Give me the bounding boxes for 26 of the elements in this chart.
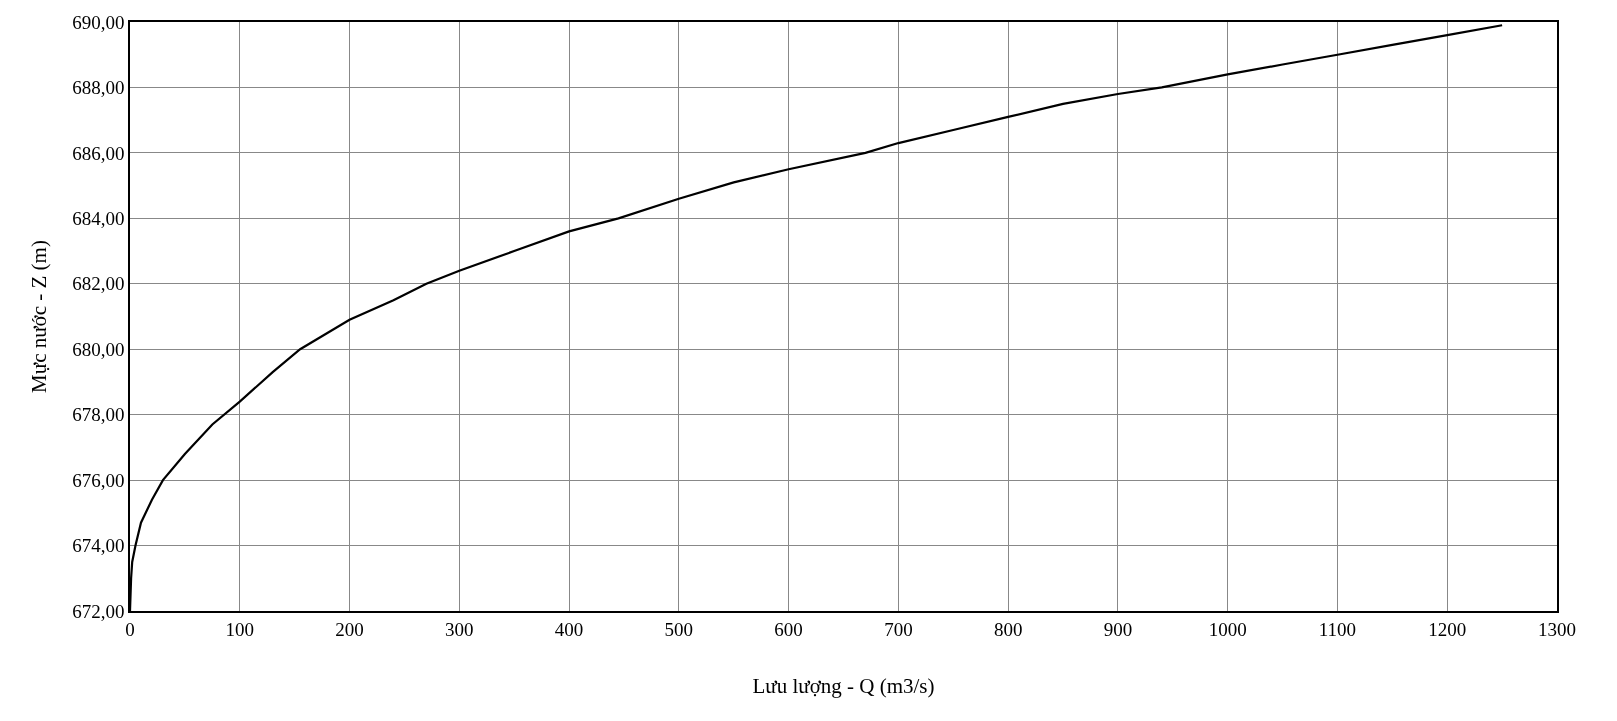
y-tick-label: 690,00 (72, 11, 125, 33)
y-tick-label: 676,00 (72, 469, 125, 491)
x-tick-label: 700 (884, 618, 913, 640)
x-tick-label: 100 (225, 618, 255, 640)
x-tick-label: 900 (1103, 618, 1133, 640)
x-tick-label: 300 (445, 618, 474, 640)
x-tick-label: 1200 (1428, 618, 1467, 640)
y-tick-label: 684,00 (72, 207, 125, 229)
y-tick-label: 688,00 (72, 77, 125, 99)
x-tick-label: 600 (774, 618, 803, 640)
x-tick-label: 1300 (1538, 618, 1576, 640)
x-tick-label: 500 (664, 618, 694, 640)
y-tick-label: 672,00 (72, 600, 125, 622)
y-tick-label: 686,00 (72, 142, 125, 164)
x-tick-label: 800 (993, 618, 1023, 640)
x-tick-label: 200 (335, 618, 364, 640)
x-axis-title: Lưu lượng - Q (m3/s) (752, 674, 935, 699)
y-tick-label: 682,00 (72, 273, 125, 295)
y-tick-label: 680,00 (72, 338, 125, 360)
x-tick-label: 400 (554, 618, 584, 640)
y-axis-title: Mực nước - Z (m) (26, 240, 51, 393)
y-tick-label: 678,00 (72, 404, 125, 426)
x-tick-label: 0 (125, 618, 135, 640)
x-tick-label: 1000 (1208, 618, 1247, 640)
y-tick-label: 674,00 (72, 535, 125, 557)
x-tick-label: 1100 (1318, 618, 1357, 640)
